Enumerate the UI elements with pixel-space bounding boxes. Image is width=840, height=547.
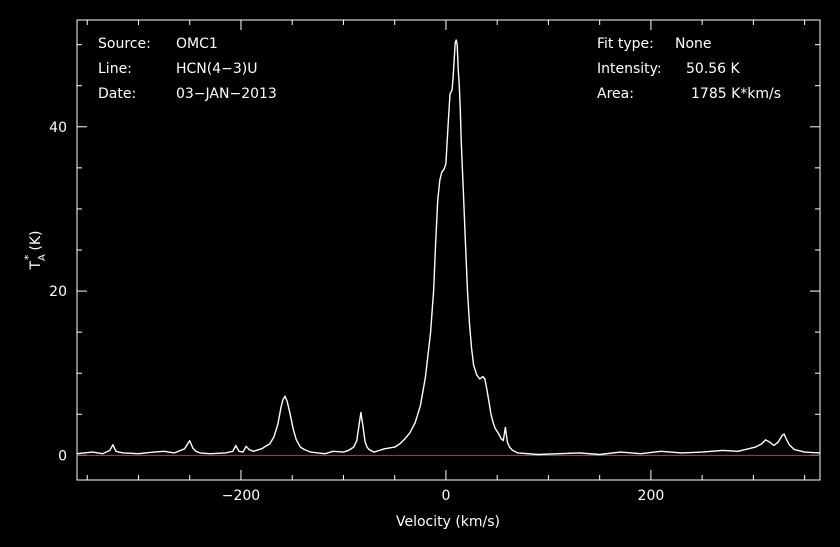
- source-label: Source:: [98, 36, 151, 52]
- y-tick-label: 0: [58, 448, 67, 464]
- x-tick-label: −200: [222, 488, 260, 504]
- y-axis-label-sup: *: [22, 254, 35, 260]
- fit-type-label: Fit type:: [597, 36, 654, 52]
- y-axis-label-main: T: [28, 261, 44, 271]
- plot-frame: [76, 19, 821, 481]
- line-label: Line:: [98, 61, 132, 77]
- y-axis-label: TA* (K): [22, 230, 48, 270]
- intensity-value: 50.56 K: [686, 61, 740, 77]
- y-axis-label-sub: A: [37, 254, 48, 261]
- date-value: 03−JAN−2013: [176, 86, 277, 102]
- intensity-label: Intensity:: [597, 61, 662, 77]
- fit-type-value: None: [675, 36, 712, 52]
- area-label: Area:: [597, 86, 634, 102]
- y-tick-label: 40: [49, 120, 67, 136]
- x-tick-label: 0: [441, 488, 450, 504]
- line-value: HCN(4−3)U: [176, 61, 258, 77]
- date-label: Date:: [98, 86, 137, 102]
- x-axis-label: Velocity (km/s): [396, 514, 500, 530]
- source-value: OMC1: [176, 36, 218, 52]
- y-tick-label: 20: [49, 284, 67, 300]
- area-value: 1785 K*km/s: [691, 86, 782, 102]
- spectrum-line: [76, 39, 821, 456]
- x-tick-label: 200: [638, 488, 665, 504]
- y-axis-label-unit: (K): [28, 230, 44, 250]
